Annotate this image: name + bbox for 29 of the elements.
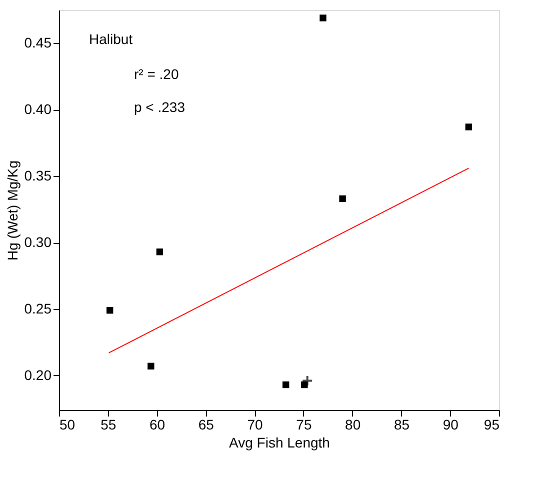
y-tick-label: 0.30: [24, 234, 52, 250]
point: [320, 14, 326, 22]
x-tick-label: 95: [484, 416, 500, 432]
y-tick-label: 0.20: [24, 366, 52, 383]
point: [302, 375, 314, 387]
x-axis-title: Avg Fish Length: [229, 434, 330, 450]
y-tick-label: 0.35: [24, 168, 52, 184]
x-tick-label: 75: [296, 416, 312, 432]
point: [339, 195, 346, 202]
point: [156, 248, 164, 256]
annotation: r² = .20: [134, 66, 179, 82]
x-tick-label: 70: [247, 416, 264, 432]
x-tick-label: 55: [100, 416, 116, 432]
x-tick-label: 65: [198, 416, 214, 432]
x-tick-label: 90: [442, 416, 459, 432]
y-axis-title: Hg (Wet) Mg/Kg: [4, 160, 20, 261]
y-tick-label: 0.45: [24, 34, 52, 51]
y-tick-label: 0.40: [24, 101, 52, 118]
point: [106, 306, 114, 314]
point: [465, 124, 472, 130]
annotation: Halibut: [89, 31, 133, 47]
point: [282, 381, 290, 388]
x-tick-label: 50: [60, 416, 76, 432]
x-tick-label: 60: [149, 416, 166, 432]
annotation: p < .233: [134, 99, 186, 115]
x-tick-label: 80: [345, 416, 361, 432]
x-tick-label: 85: [394, 416, 410, 432]
y-tick-label: 0.25: [24, 300, 52, 317]
point: [148, 362, 154, 370]
